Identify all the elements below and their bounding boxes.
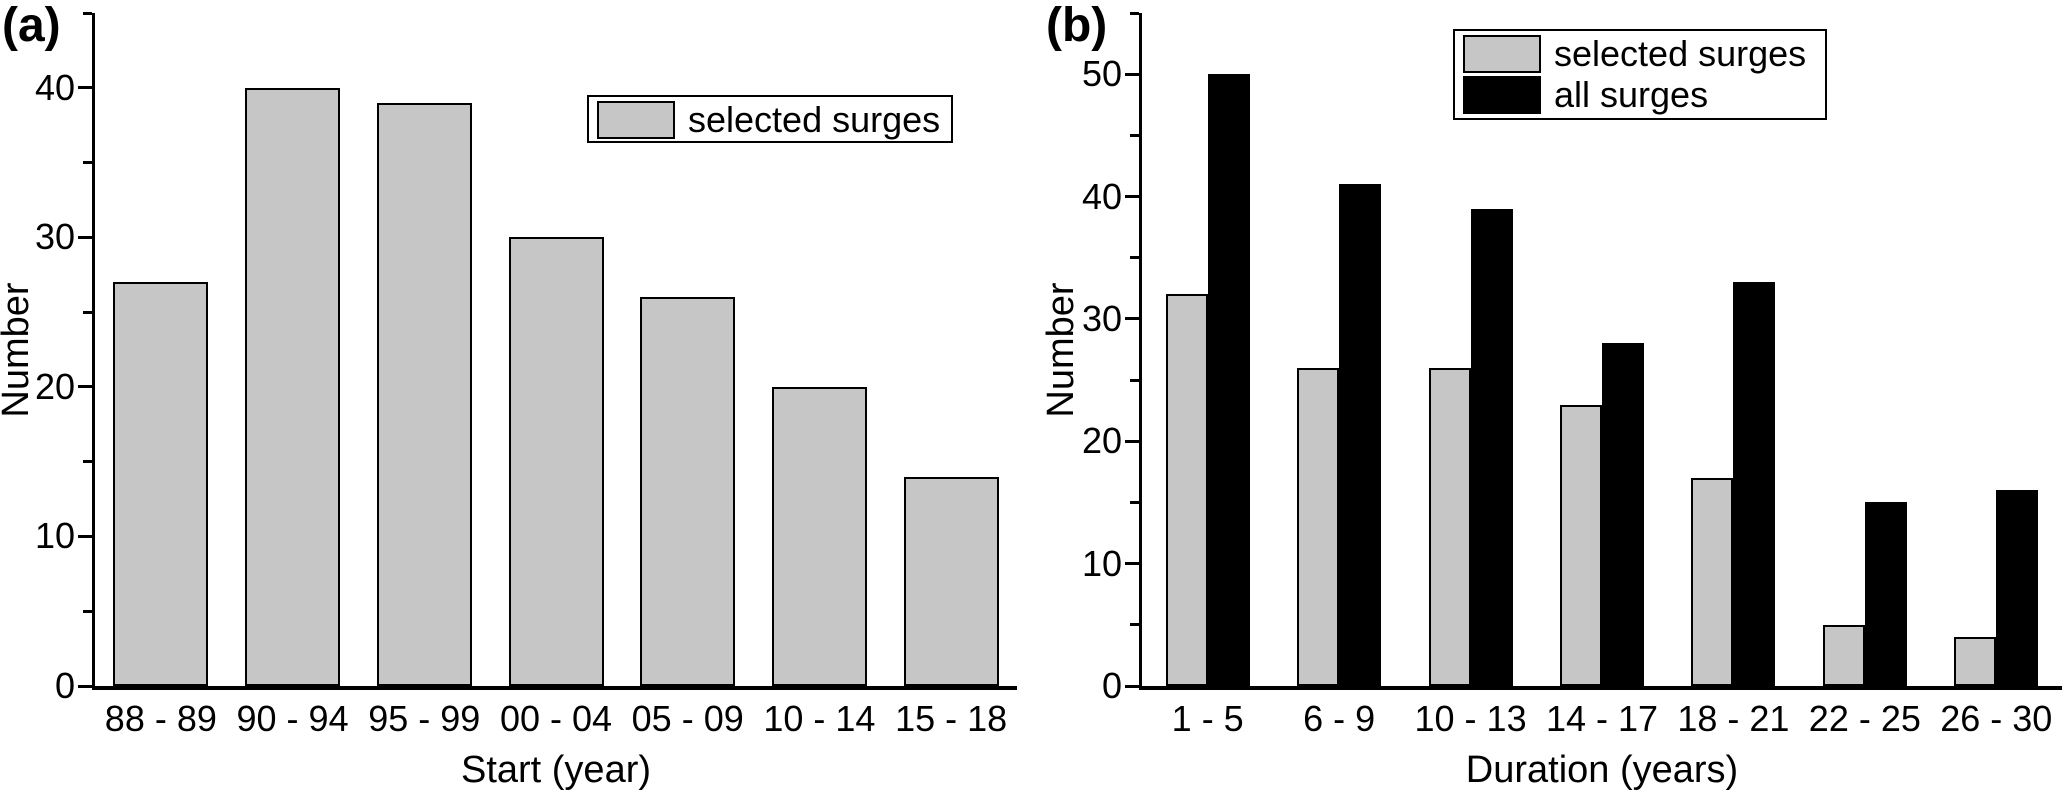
panel-b-legend: selected surges all surges <box>1453 29 1827 120</box>
panel-b-label: (b) <box>1046 0 1108 52</box>
panel-b-y-tick-label: 20 <box>1081 420 1122 462</box>
panel-b-y-minor-tick <box>1129 623 1139 627</box>
panel-b-y-tick-label: 40 <box>1081 175 1122 217</box>
panel-a-bar-selected-surges-1 <box>245 87 341 686</box>
panel-b-x-tick-label: 18 - 21 <box>1677 698 1790 739</box>
panel-a-y-major-tick <box>77 86 92 90</box>
panel-a-x-axis <box>91 686 1017 690</box>
panel-a-bar-selected-surges-0 <box>113 282 209 686</box>
panel-a-x-tick-label: 15 - 18 <box>895 698 1008 739</box>
panel-b-y-tick-label: 50 <box>1081 53 1122 95</box>
panel-b-y-major-tick <box>1124 562 1139 566</box>
panel-a-bar-selected-surges-3 <box>508 237 604 686</box>
panel-b-bar-selected-surges-0 <box>1165 294 1208 686</box>
panel-b-x-tick-label: 6 - 9 <box>1303 698 1376 739</box>
panel-a-x-tick-label: 00 - 04 <box>499 698 613 739</box>
panel-b-bar-selected-surges-6 <box>1954 637 1997 686</box>
panel-a-x-tick-label: 95 - 99 <box>368 698 481 739</box>
panel-b-x-tick-label: 22 - 25 <box>1808 698 1921 739</box>
panel-a-y-minor-tick <box>82 609 92 613</box>
panel-a-bar-selected-surges-6 <box>903 476 999 686</box>
panel-a-legend-item-label: selected surges <box>688 99 941 140</box>
panel-a-legend: selected surges <box>587 95 953 143</box>
panel-b-y-tick-label: 10 <box>1081 542 1122 584</box>
panel-a-bar-selected-surges-4 <box>640 297 736 686</box>
panel-b-y-minor-tick <box>1129 500 1139 504</box>
panel-b-bar-all-surges-6 <box>1996 490 2039 686</box>
panel-a-y-minor-tick <box>82 161 92 165</box>
panel-b-bar-selected-surges-5 <box>1822 624 1865 686</box>
panel-b-y-major-tick <box>1124 195 1139 199</box>
panel-b-bar-selected-surges-2 <box>1428 367 1471 686</box>
panel-b-x-axis <box>1138 686 2062 690</box>
panel-b-y-minor-tick <box>1129 133 1139 137</box>
panel-a-y-tick-label: 0 <box>54 665 75 706</box>
panel-b-y-axis <box>1138 13 1142 690</box>
panel-b-x-tick-label: 10 - 13 <box>1414 698 1527 739</box>
panel-a-legend-swatch-selected-surges <box>597 101 675 139</box>
panel-b-bar-selected-surges-1 <box>1297 367 1340 686</box>
panel-a-y-major-tick <box>77 684 92 688</box>
panel-b-y-minor-tick <box>1129 256 1139 260</box>
panel-a-x-tick-label: 90 - 94 <box>236 698 349 739</box>
panel-a-y-major-tick <box>77 534 92 538</box>
panel-b-bar-all-surges-1 <box>1339 184 1382 686</box>
panel-b-bar-all-surges-4 <box>1733 282 1776 686</box>
panel-a-y-tick-label: 40 <box>34 66 75 108</box>
panel-a-y-tick-label: 10 <box>34 515 75 557</box>
panel-b-legend-swatch-selected-surges <box>1463 35 1541 74</box>
panel-b-x-tick-label: 26 - 30 <box>1940 698 2053 739</box>
panel-a-y-tick-label: 30 <box>34 216 75 258</box>
panel-b-bar-selected-surges-3 <box>1560 404 1602 686</box>
panel-b-y-tick-label: 0 <box>1101 665 1122 706</box>
panel-a-x-tick-label: 05 - 09 <box>631 698 744 739</box>
panel-a-legend-item: selected surges <box>597 100 943 140</box>
panel-a-y-tick-label: 20 <box>34 365 75 407</box>
panel-b-legend-item: selected surges <box>1463 34 1817 74</box>
panel-a-bar-selected-surges-5 <box>771 386 867 686</box>
panel-b-bar-all-surges-0 <box>1207 74 1250 686</box>
panel-b-legend-item-label: selected surges <box>1554 33 1807 75</box>
panel-b-bar-all-surges-3 <box>1602 343 1644 686</box>
panel-b-legend-swatch-all-surges <box>1463 75 1541 114</box>
panel-a-x-tick-label: 10 - 14 <box>763 698 876 739</box>
panel-b-y-minor-tick <box>1129 378 1139 382</box>
panel-a-y-major-tick <box>77 385 92 389</box>
panel-a-bar-selected-surges-2 <box>376 102 472 686</box>
panel-a-y-minor-tick <box>82 11 92 15</box>
panel-b-bar-all-surges-5 <box>1864 502 1907 686</box>
panel-b-x-tick-label: 14 - 17 <box>1545 698 1659 739</box>
panel-a-y-axis-title: Number <box>0 282 37 418</box>
panel-b-y-minor-tick <box>1129 11 1139 15</box>
panel-a-label: (a) <box>2 0 61 52</box>
panel-b-y-major-tick <box>1124 72 1139 76</box>
panel-b-y-major-tick <box>1124 684 1139 688</box>
panel-a-y-minor-tick <box>82 460 92 464</box>
panel-a-y-major-tick <box>77 235 92 239</box>
panel-a-y-axis <box>91 13 95 690</box>
panel-b-y-axis-title: Number <box>1040 282 1082 418</box>
panel-b-x-axis-title: Duration (years) <box>1465 749 1739 790</box>
panel-a-x-axis-title: Start (year) <box>460 749 652 790</box>
panel-a-x-tick-label: 88 - 89 <box>104 698 217 739</box>
panel-b-y-tick-label: 30 <box>1081 297 1122 339</box>
panel-a-y-minor-tick <box>82 310 92 314</box>
panel-b-y-major-tick <box>1124 317 1139 321</box>
panel-b-legend-item: all surges <box>1463 73 1817 115</box>
panel-b-x-tick-label: 1 - 5 <box>1171 698 1244 739</box>
panel-b-legend-item-label: all surges <box>1554 73 1709 115</box>
panel-b-y-major-tick <box>1124 439 1139 443</box>
panel-b-bar-selected-surges-4 <box>1691 477 1734 686</box>
panel-b-bar-all-surges-2 <box>1470 208 1513 686</box>
